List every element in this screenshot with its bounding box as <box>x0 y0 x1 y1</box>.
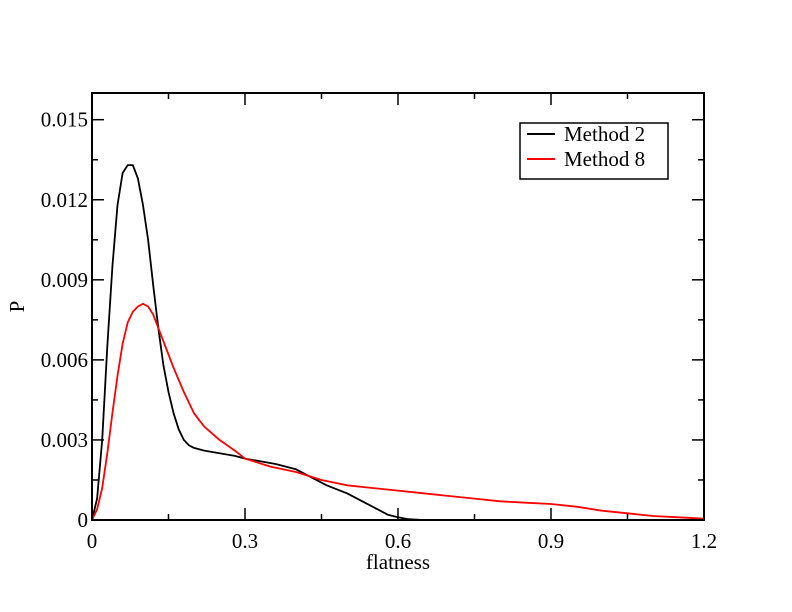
series-line-method-2 <box>91 164 424 521</box>
legend-label-method-2: Method 2 <box>564 122 645 146</box>
legend: Method 2 Method 8 <box>519 122 669 180</box>
x-tick-label: 1.2 <box>691 529 717 553</box>
y-tick-label: 0.003 <box>41 428 88 452</box>
plot-frame <box>91 92 705 521</box>
y-tick-label: 0.009 <box>41 268 88 292</box>
legend-label-method-8: Method 8 <box>564 147 645 171</box>
y-tick-label: 0.015 <box>41 108 88 132</box>
x-tick-label: 0.9 <box>538 529 564 553</box>
x-tick-label: 0 <box>87 529 98 553</box>
series-layer <box>91 164 705 521</box>
x-tick-label: 0.6 <box>385 529 411 553</box>
tick-labels-layer: 0 0.3 0.6 0.9 1.2 0 0.003 0.006 0.009 0.012 0.015 <box>41 108 717 553</box>
y-tick-label: 0.012 <box>41 188 88 212</box>
y-axis-label: P <box>5 301 29 313</box>
x-axis-label: flatness <box>366 550 430 574</box>
legend-box <box>519 122 669 180</box>
y-tick-label: 0.006 <box>41 348 88 372</box>
y-tick-label: 0 <box>78 508 89 532</box>
x-tick-label: 0.3 <box>232 529 258 553</box>
